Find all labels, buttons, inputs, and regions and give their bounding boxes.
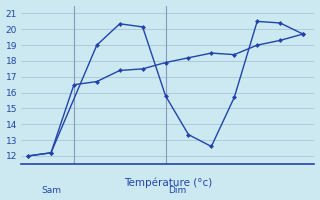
X-axis label: Température (°c): Température (°c) <box>124 178 212 188</box>
Text: Dim: Dim <box>168 186 186 195</box>
Text: Sam: Sam <box>41 186 61 195</box>
